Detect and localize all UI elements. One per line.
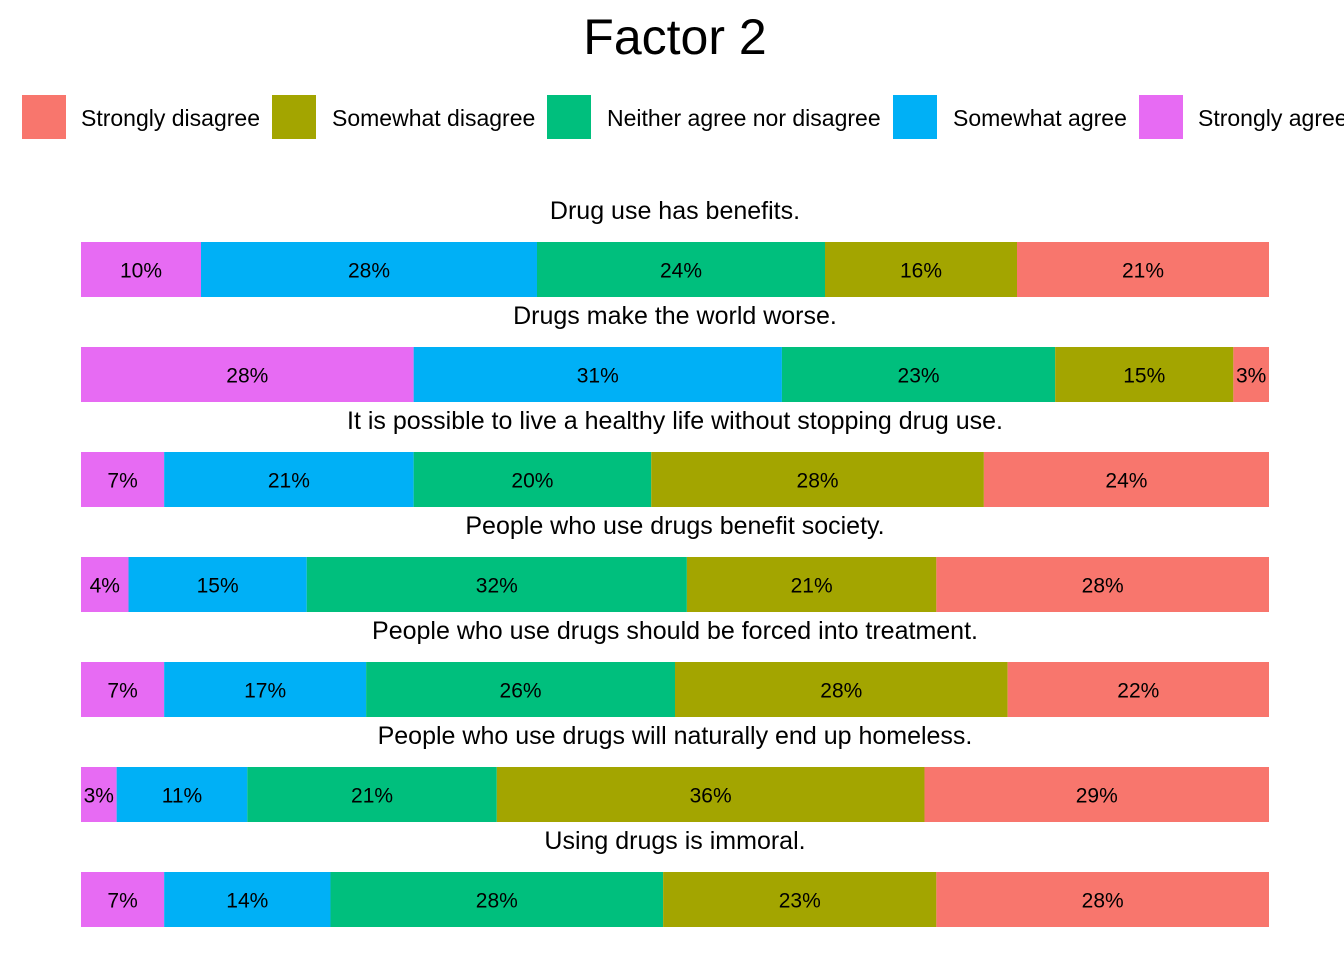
question-label: People who use drugs should be forced in… [372,617,978,645]
value-label-somewhat_disagree: 21% [791,575,833,598]
bar-segment-somewhat_disagree [663,872,937,927]
value-label-somewhat_disagree: 28% [820,680,862,703]
bar-segment-strongly_disagree [924,767,1269,822]
value-label-neither: 28% [476,890,518,913]
legend-swatch-strongly_agree [1139,95,1183,139]
question-label: Drugs make the world worse. [513,302,837,330]
legend-label-somewhat_disagree: Somewhat disagree [332,105,535,131]
bar-segment-neither [366,662,675,717]
bar-segment-somewhat_disagree [686,557,937,612]
legend-label-strongly_disagree: Strongly disagree [81,105,260,131]
bar-segment-neither [247,767,497,822]
bar-segment-strongly_disagree [983,452,1269,507]
value-label-somewhat_disagree: 23% [779,890,821,913]
bar-segment-strongly_disagree [936,872,1269,927]
value-label-neither: 32% [476,575,518,598]
bar-row: People who use drugs benefit society. 4% 1… [81,512,1269,612]
value-label-strongly_agree: 10% [120,260,162,283]
value-label-somewhat_agree: 14% [226,890,268,913]
value-label-neither: 23% [898,365,940,388]
bar-segment-strongly_disagree [1233,347,1269,402]
value-label-somewhat_agree: 11% [162,785,202,808]
value-label-strongly_disagree: 3% [1236,365,1266,388]
bar-segment-somewhat_disagree [1055,347,1234,402]
bar-segment-neither [537,242,825,297]
bar-row: People who use drugs will naturally end … [81,722,1269,822]
bar-segment-strongly_agree [81,662,165,717]
value-label-strongly_agree: 3% [84,785,114,808]
chart-title: Factor 2 [583,9,766,65]
question-label: Drug use has benefits. [550,197,800,225]
bar-segment-somewhat_agree [128,557,307,612]
bar-segment-neither [781,347,1056,402]
bar-segment-neither [306,557,687,612]
bar-segment-neither [330,872,664,927]
legend-swatch-neither [547,95,591,139]
value-label-neither: 21% [351,785,393,808]
value-label-strongly_agree: 7% [107,680,137,703]
value-label-somewhat_agree: 17% [244,680,286,703]
bar-segment-somewhat_disagree [675,662,1008,717]
bar-segment-somewhat_agree [164,872,331,927]
value-label-neither: 20% [511,470,553,493]
value-label-somewhat_agree: 15% [197,575,239,598]
legend-label-strongly_agree: Strongly agree [1198,105,1344,131]
value-label-strongly_disagree: 28% [1082,890,1124,913]
value-label-neither: 24% [660,260,702,283]
bar-row: People who use drugs should be forced in… [81,617,1269,717]
bar-row: Drug use has benefits. 10% 28% 24% 16% 21% [81,197,1269,297]
value-label-strongly_agree: 28% [226,365,268,388]
value-label-strongly_agree: 7% [107,890,137,913]
bar-segment-strongly_agree [81,872,165,927]
bar-segment-strongly_disagree [1007,662,1269,717]
value-label-somewhat_disagree: 15% [1123,365,1165,388]
value-label-somewhat_agree: 28% [348,260,390,283]
legend-label-neither: Neither agree nor disagree [607,105,881,131]
bar-segment-somewhat_disagree [825,242,1017,297]
bar-row: Using drugs is immoral. 7% 14% 28% 23% 28% [81,827,1269,927]
value-label-somewhat_agree: 21% [268,470,310,493]
question-label: People who use drugs benefit society. [465,512,884,540]
bar-segment-somewhat_agree [413,347,782,402]
bar-segment-strongly_disagree [936,557,1269,612]
legend: Strongly disagree Somewhat disagree Neithe… [22,95,1344,139]
value-label-somewhat_agree: 31% [577,365,619,388]
value-label-strongly_agree: 7% [107,470,137,493]
bar-segment-strongly_agree [81,347,414,402]
question-label: It is possible to live a healthy life wi… [347,407,1003,435]
bar-segment-neither [413,452,652,507]
bar-row: Drugs make the world worse. 28% 31% 23% 15% 3… [81,302,1269,402]
value-label-neither: 26% [500,680,542,703]
value-label-strongly_agree: 4% [90,575,120,598]
legend-label-somewhat_agree: Somewhat agree [953,105,1127,131]
legend-swatch-strongly_disagree [22,95,66,139]
bar-segment-strongly_disagree [1017,242,1269,297]
bar-segment-somewhat_agree [201,242,537,297]
bar-rows: Drug use has benefits.10% 28% 24% 16% 21%Dru… [81,197,1269,927]
bar-segment-somewhat_agree [164,662,367,717]
value-label-strongly_disagree: 28% [1082,575,1124,598]
value-label-somewhat_disagree: 28% [797,470,839,493]
value-label-somewhat_disagree: 16% [900,260,942,283]
value-label-strongly_disagree: 22% [1117,680,1159,703]
bar-segment-somewhat_disagree [651,452,984,507]
legend-swatch-somewhat_agree [893,95,937,139]
bar-segment-somewhat_disagree [496,767,925,822]
question-label: Using drugs is immoral. [544,827,805,855]
value-label-strongly_disagree: 24% [1105,470,1147,493]
bar-segment-strongly_agree [81,767,117,822]
legend-swatch-somewhat_disagree [272,95,316,139]
bar-segment-somewhat_agree [116,767,248,822]
value-label-somewhat_disagree: 36% [690,785,732,808]
bar-row: It is possible to live a healthy life wi… [81,407,1269,507]
bar-segment-somewhat_agree [164,452,414,507]
bar-segment-strongly_agree [81,242,201,297]
value-label-strongly_disagree: 29% [1076,785,1118,808]
bar-segment-strongly_agree [81,452,165,507]
value-label-strongly_disagree: 21% [1122,260,1164,283]
question-label: People who use drugs will naturally end … [378,722,973,750]
bar-segment-strongly_agree [81,557,129,612]
